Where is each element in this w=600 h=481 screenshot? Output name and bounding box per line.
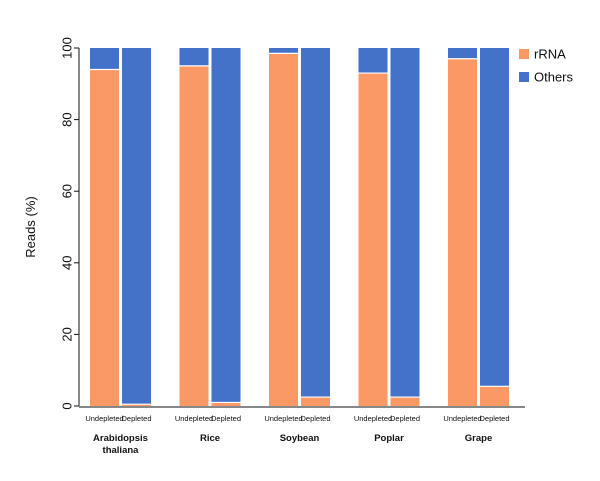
- bar-segment-rrna: [90, 69, 119, 406]
- y-axis-title: Reads (%): [23, 196, 38, 257]
- condition-label: Undepleted: [354, 414, 392, 423]
- bar-segment-others: [480, 48, 509, 387]
- condition-label: Undepleted: [175, 414, 213, 423]
- y-tick-label: 100: [60, 37, 75, 59]
- bar-segment-rrna: [269, 53, 298, 407]
- bar-segment-others: [358, 48, 388, 74]
- bar-segment-others: [122, 48, 151, 405]
- bar-segment-others: [269, 48, 298, 54]
- bar-segment-others: [301, 48, 330, 398]
- bar-segment-others: [390, 48, 420, 398]
- condition-label: Undepleted: [85, 414, 123, 423]
- group-label: thaliana: [103, 445, 140, 456]
- condition-label: Depleted: [390, 414, 420, 423]
- legend-label: rRNA: [534, 47, 566, 62]
- legend-swatch: [519, 49, 529, 59]
- y-tick-label: 20: [60, 327, 75, 341]
- bar-segment-rrna: [448, 58, 477, 407]
- bar-segment-rrna: [301, 397, 330, 406]
- labels-layer: UndepletedDepletedArabidopsisthalianaUnd…: [85, 414, 509, 456]
- group-label: Arabidopsis: [93, 433, 148, 444]
- bar-segment-rrna: [480, 386, 509, 406]
- condition-label: Depleted: [300, 414, 330, 423]
- y-tick-label: 80: [60, 112, 75, 126]
- bar-segment-others: [179, 48, 209, 66]
- legend-label: Others: [534, 70, 574, 85]
- legend: rRNA Others: [519, 47, 574, 85]
- group-label: Poplar: [374, 433, 404, 444]
- axes-layer: 0 20 40 60 80 100 Reads (%): [23, 37, 525, 410]
- y-tick-label: 0: [60, 402, 75, 409]
- condition-label: Depleted: [211, 414, 241, 423]
- group-label: Soybean: [280, 433, 320, 444]
- y-tick-label: 40: [60, 256, 75, 270]
- bar-segment-others: [448, 48, 477, 59]
- condition-label: Depleted: [121, 414, 151, 423]
- y-tick-label: 60: [60, 184, 75, 198]
- condition-label: Undepleted: [443, 414, 481, 423]
- group-label: Grape: [465, 433, 492, 444]
- bar-segment-rrna: [358, 73, 388, 406]
- condition-label: Depleted: [479, 414, 509, 423]
- legend-swatch: [519, 72, 529, 82]
- group-label: Rice: [200, 433, 220, 444]
- bar-segment-rrna: [179, 65, 209, 407]
- bar-segment-rrna: [390, 397, 420, 406]
- bar-segment-rrna: [211, 402, 241, 406]
- bar-segment-others: [211, 48, 241, 403]
- bar-segment-rrna: [122, 404, 151, 406]
- condition-label: Undepleted: [264, 414, 302, 423]
- bar-segment-others: [90, 48, 119, 70]
- bars-layer: [90, 48, 509, 407]
